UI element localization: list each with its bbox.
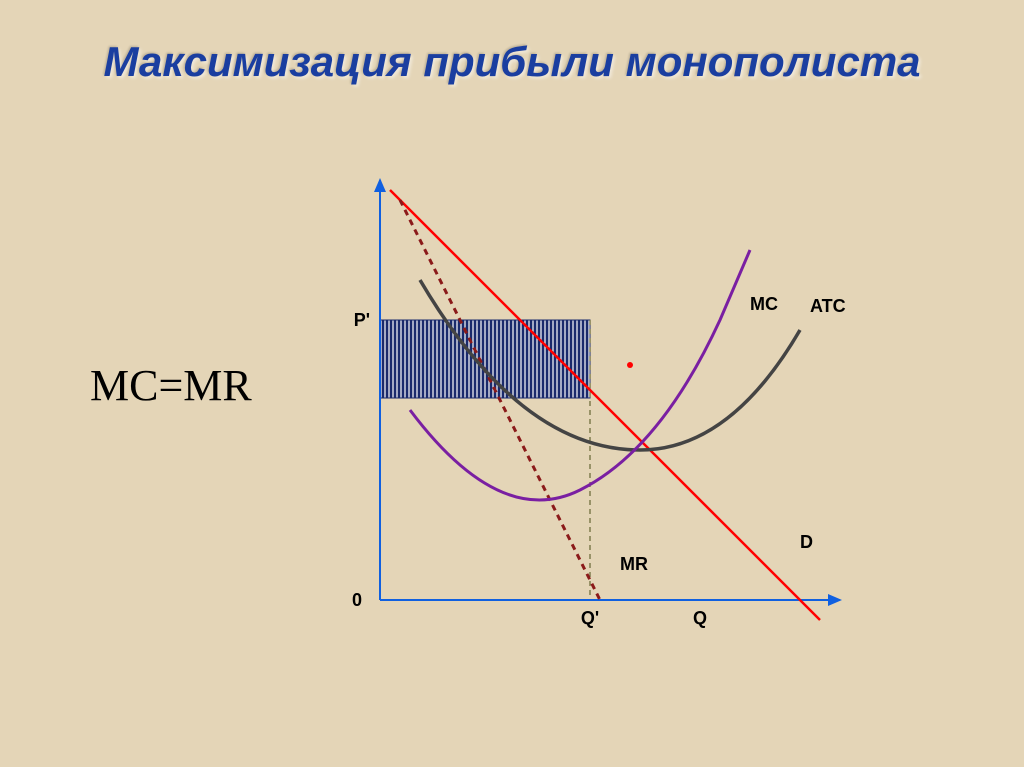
mc-label: MC xyxy=(750,294,778,314)
origin-label: 0 xyxy=(352,590,362,610)
p-prime-label: P' xyxy=(354,310,370,330)
monopoly-chart: 0 P' Q' Q MR MC ATC D xyxy=(320,170,880,655)
page-title: Максимизация прибыли монополиста xyxy=(0,0,1024,86)
q-label: Q xyxy=(693,608,707,628)
atc-label: ATC xyxy=(810,296,846,316)
d-label: D xyxy=(800,532,813,552)
mr-line xyxy=(400,200,600,600)
mr-label: MR xyxy=(620,554,648,574)
intersection-dot xyxy=(627,362,633,368)
equation-text: MC=MR xyxy=(90,360,252,411)
chart-svg: 0 P' Q' Q MR MC ATC D xyxy=(320,170,880,650)
demand-line xyxy=(390,190,820,620)
q-prime-label: Q' xyxy=(581,608,599,628)
